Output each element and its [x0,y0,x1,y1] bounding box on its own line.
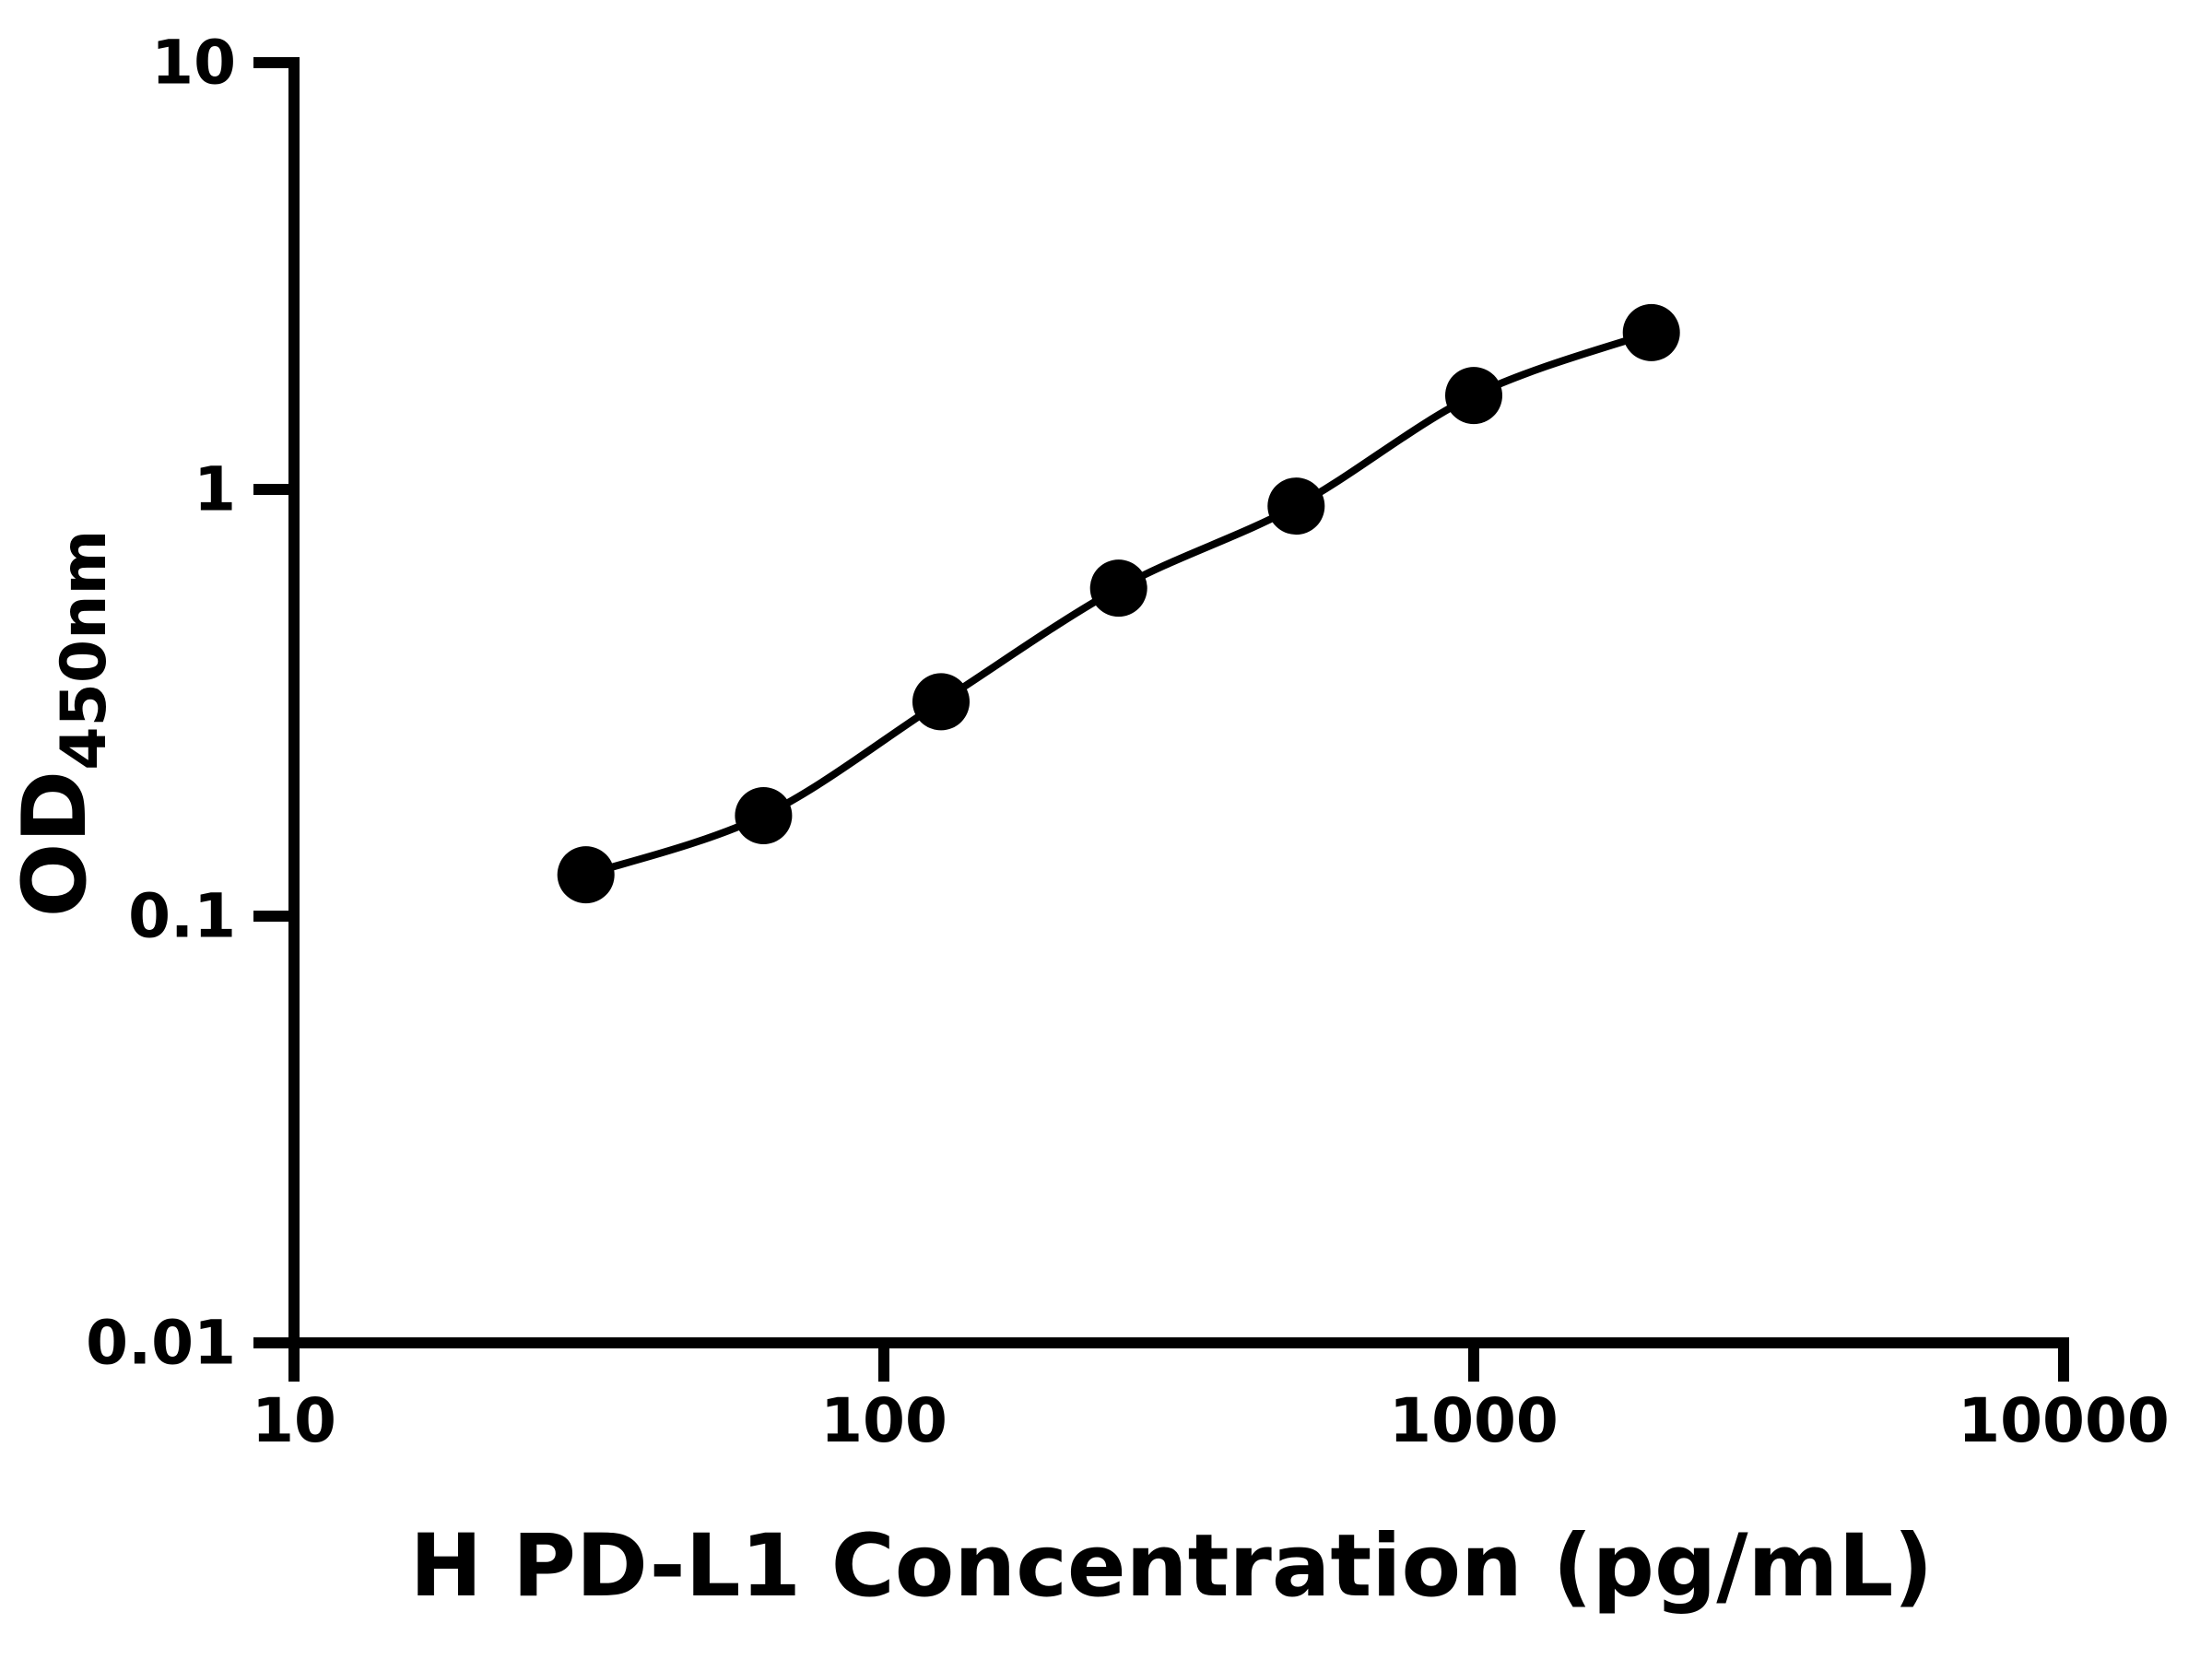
x-tick-label: 100 [820,1385,947,1456]
data-point-marker [1089,559,1147,618]
data-point-marker [912,673,970,731]
y-axis-title: OD450nm [5,530,121,918]
x-axis-title: H PD-L1 Concentration (pg/mL) [410,1516,1934,1617]
axes [253,57,2069,1382]
y-tick-label: 0.01 [86,1308,236,1379]
y-axis-title-subscript: 450nm [48,530,121,771]
y-tick-label: 10 [151,28,236,99]
data-point-marker [1267,477,1325,535]
x-tick-label: 10 [252,1385,336,1456]
data-point-marker [735,787,793,844]
x-tick-label: 1000 [1389,1385,1559,1456]
data-point-marker [557,846,615,904]
y-tick-label: 1 [194,454,236,525]
y-axis-title-main: OD [5,771,106,918]
data-point-marker [1445,367,1502,425]
x-tick-label: 10000 [1958,1385,2170,1456]
y-tick-label: 0.1 [128,881,236,952]
data-point-marker [1622,303,1680,361]
data-series [557,303,1680,904]
